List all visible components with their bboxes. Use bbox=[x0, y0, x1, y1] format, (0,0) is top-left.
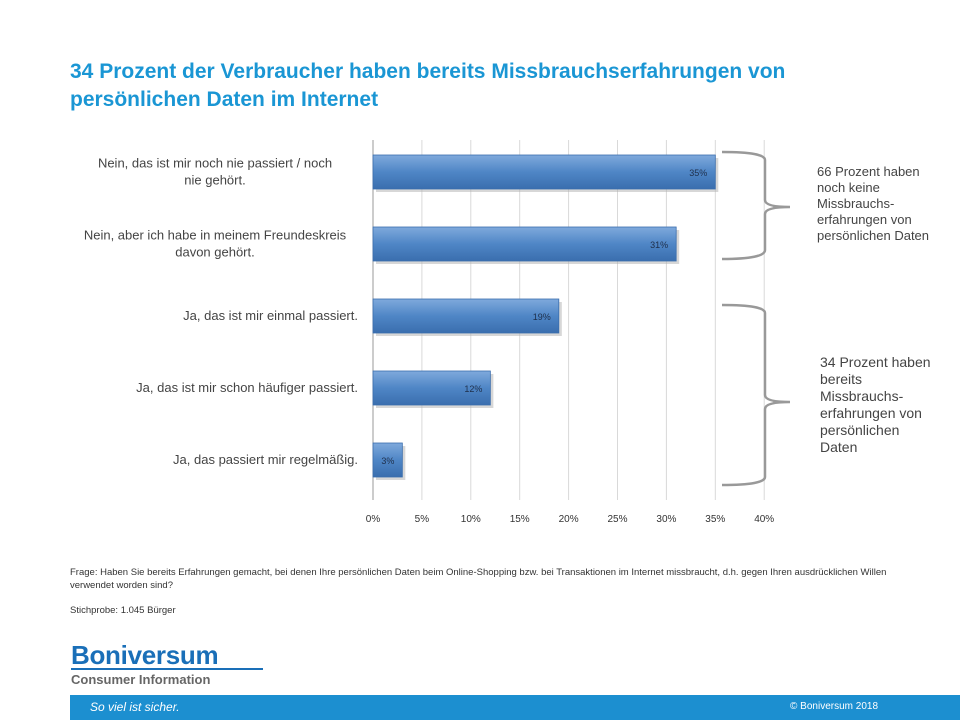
bar bbox=[372, 442, 403, 478]
slogan: So viel ist sicher. bbox=[90, 700, 180, 714]
footer-bar: So viel ist sicher. © Boniversum 2018 bbox=[0, 695, 960, 720]
x-tick-label: 25% bbox=[607, 514, 627, 525]
category-label: Ja, das passiert mir regelmäßig. bbox=[173, 452, 358, 467]
category-label: Nein, aber ich habe in meinem Freundeskr… bbox=[84, 228, 347, 243]
logo-subtitle: Consumer Information bbox=[71, 672, 211, 687]
x-tick-label: 0% bbox=[366, 514, 381, 525]
bar-value-label: 19% bbox=[533, 312, 551, 322]
x-tick-label: 40% bbox=[754, 514, 774, 525]
logo-underline bbox=[71, 668, 263, 670]
bar-value-label: 35% bbox=[689, 168, 707, 178]
brace-bottom bbox=[721, 303, 791, 487]
footer-notch bbox=[0, 695, 70, 720]
category-label: Nein, das ist mir noch nie passiert / no… bbox=[98, 156, 332, 171]
x-tick-label: 30% bbox=[656, 514, 676, 525]
bar-chart: 35% 31% 19% 12% 3% 0% 5% 10% 15% 20% 25% 30% 35% 40%… bbox=[84, 140, 791, 525]
question-text: Frage: Haben Sie bereits Erfahrungen gem… bbox=[70, 567, 887, 591]
x-tick-label: 15% bbox=[510, 514, 530, 525]
category-label: Ja, das ist mir schon häufiger passiert. bbox=[136, 380, 358, 395]
bar-value-label: 31% bbox=[650, 240, 668, 250]
category-label: nie gehört. bbox=[184, 173, 245, 188]
category-label: davon gehört. bbox=[175, 245, 255, 260]
bar bbox=[372, 226, 677, 262]
brace-top bbox=[721, 150, 791, 261]
annotation-66: 66 Prozent haben noch keine Missbrauchs-… bbox=[817, 164, 930, 243]
sample-text: Stichprobe: 1.045 Bürger bbox=[70, 605, 176, 616]
bar bbox=[372, 370, 491, 406]
x-tick-label: 20% bbox=[559, 514, 579, 525]
category-label: Ja, das ist mir einmal passiert. bbox=[183, 308, 358, 323]
boniversum-logo: Boniversum Consumer Information bbox=[71, 640, 263, 687]
logo-name: Boniversum bbox=[71, 640, 219, 670]
copyright: © Boniversum 2018 bbox=[790, 701, 878, 712]
annotation-34: 34 Prozent haben bereits Missbrauchs-erf… bbox=[820, 354, 931, 455]
bar-value-label: 12% bbox=[464, 384, 482, 394]
x-tick-label: 35% bbox=[705, 514, 725, 525]
x-tick-label: 10% bbox=[461, 514, 481, 525]
bar bbox=[372, 298, 560, 334]
bar-value-label: 3% bbox=[381, 456, 394, 466]
x-tick-label: 5% bbox=[415, 514, 430, 525]
page-title: 34 Prozent der Verbraucher haben bereits… bbox=[70, 60, 786, 111]
bar bbox=[372, 154, 716, 190]
